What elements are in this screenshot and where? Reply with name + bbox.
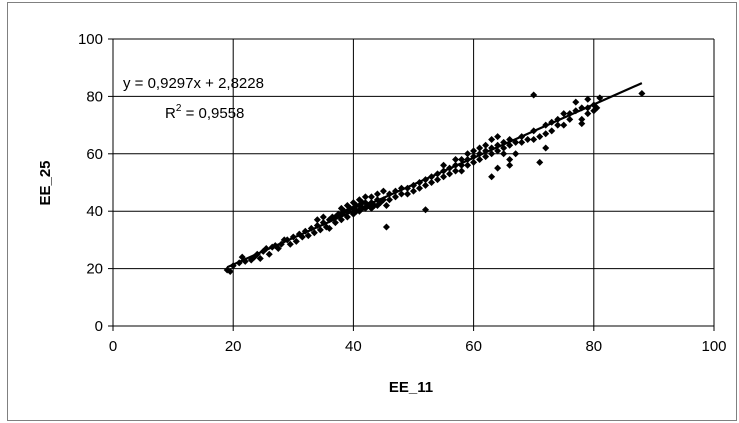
data-point (470, 158, 478, 166)
data-point (488, 173, 496, 181)
data-point (391, 193, 399, 201)
data-point (566, 115, 574, 123)
data-point (470, 147, 478, 155)
x-tick-label: 40 (345, 338, 362, 355)
data-point (536, 133, 544, 141)
data-point (410, 187, 417, 195)
y-tick-label: 0 (95, 318, 103, 335)
data-point (542, 144, 550, 152)
data-point (416, 184, 424, 192)
y-tick-label: 100 (78, 31, 103, 48)
data-point (452, 167, 460, 175)
x-tick-label: 20 (225, 338, 242, 355)
axes (108, 38, 715, 331)
data-point (638, 90, 646, 98)
data-point (382, 223, 390, 231)
data-point (518, 138, 526, 146)
data-point (506, 156, 514, 164)
y-tick-label: 80 (86, 88, 103, 105)
data-point (422, 206, 430, 214)
data-point (578, 120, 586, 128)
x-tick-label: 60 (465, 338, 482, 355)
x-tick-label: 100 (701, 338, 726, 355)
data-point (584, 110, 592, 118)
data-point (316, 226, 324, 234)
data-point (313, 216, 321, 224)
data-point (325, 224, 333, 232)
y-axis-title: EE_25 (37, 160, 54, 205)
data-point (542, 130, 550, 138)
r-squared-label: R2 = 0,9558 (165, 103, 244, 122)
data-points (223, 90, 646, 275)
y-tick-label: 60 (86, 146, 103, 163)
data-point (512, 150, 520, 158)
data-point (578, 115, 586, 123)
data-point (524, 135, 532, 143)
trendline-equation: y = 0,9297x + 2,8228 (123, 75, 264, 92)
x-axis-title: EE_11 (389, 379, 433, 396)
data-point (310, 229, 318, 237)
y-tick-label: 20 (86, 261, 103, 278)
data-point (385, 196, 393, 204)
data-point (403, 190, 411, 198)
data-point (500, 150, 508, 158)
data-point (530, 135, 538, 143)
data-point (361, 193, 369, 201)
data-point (446, 170, 454, 178)
data-point (440, 173, 448, 181)
data-point (488, 150, 496, 158)
data-point (464, 150, 472, 158)
data-point (397, 190, 405, 198)
data-point (530, 91, 538, 99)
y-tick-label: 40 (86, 203, 103, 220)
data-point (319, 213, 327, 221)
data-point (304, 232, 312, 240)
data-point (452, 156, 460, 164)
data-point (440, 161, 448, 169)
data-point (548, 127, 556, 135)
data-point (458, 167, 466, 175)
data-point (382, 201, 390, 209)
data-point (494, 164, 502, 172)
r-squared-prefix: R (165, 105, 176, 122)
data-point (428, 179, 436, 186)
data-point (476, 144, 484, 152)
r-squared-value: = 0,9558 (181, 105, 244, 122)
data-point (274, 245, 282, 253)
data-point (572, 98, 580, 106)
data-point (488, 135, 496, 143)
data-point (422, 181, 430, 189)
data-point (494, 133, 502, 141)
data-point (554, 121, 562, 129)
data-point (226, 267, 234, 275)
data-point (379, 187, 387, 195)
data-point (367, 193, 375, 201)
data-point (476, 156, 484, 164)
data-point (482, 153, 490, 161)
data-point (560, 110, 568, 118)
r-squared-exponent: 2 (176, 103, 182, 114)
trendline (226, 82, 643, 269)
data-point (286, 240, 294, 248)
data-point (373, 190, 381, 198)
data-point (506, 161, 514, 169)
trendline-group (226, 82, 643, 269)
grid (113, 38, 715, 326)
data-point (256, 255, 264, 263)
data-point (536, 158, 544, 166)
data-point (434, 176, 442, 184)
x-tick-label: 80 (585, 338, 602, 355)
data-point (584, 95, 592, 103)
x-tick-label: 0 (109, 338, 117, 355)
data-point (482, 141, 490, 149)
data-point (596, 94, 604, 102)
data-point (292, 237, 300, 245)
data-point (593, 104, 601, 112)
data-point (265, 250, 273, 258)
data-point (560, 121, 568, 129)
tick-labels: 0 20 40 60 80 100 0 20 40 60 80 100 (78, 31, 727, 355)
data-point (464, 161, 472, 169)
data-point (494, 147, 502, 155)
